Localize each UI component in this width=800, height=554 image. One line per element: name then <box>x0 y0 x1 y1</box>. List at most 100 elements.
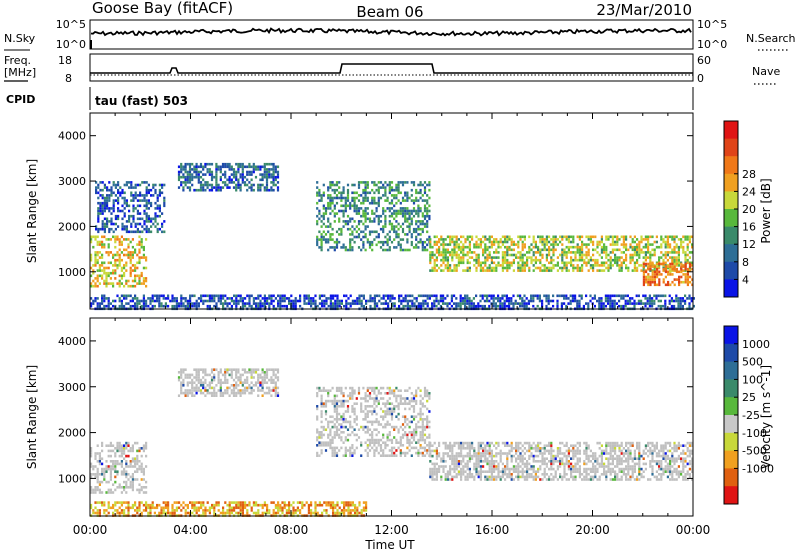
echo-cell <box>431 302 434 305</box>
echo-cell <box>404 191 407 195</box>
echo-cell <box>138 282 141 285</box>
echo-cell <box>261 371 264 374</box>
echo-cell <box>232 186 236 189</box>
echo-cell <box>186 381 189 384</box>
echo-cell <box>633 299 636 303</box>
echo-cell <box>486 258 489 262</box>
echo-cell <box>438 248 441 252</box>
echo-cell <box>571 294 574 298</box>
echo-cell <box>647 245 650 249</box>
echo-cell <box>412 201 416 205</box>
echo-cell <box>285 304 288 308</box>
echo-cell <box>534 251 537 254</box>
echo-cell <box>125 473 128 476</box>
echo-cell <box>364 196 367 200</box>
echo-cell <box>235 302 238 305</box>
echo-cell <box>464 304 467 308</box>
echo-cell <box>435 304 438 308</box>
echo-cell <box>390 240 394 244</box>
echo-cell <box>578 248 581 252</box>
echo-cell <box>681 299 684 303</box>
echo-cell <box>378 294 381 298</box>
echo-cell <box>235 368 238 371</box>
echo-cell <box>560 302 563 305</box>
colorbar-tick-label: 8 <box>742 256 749 269</box>
echo-cell <box>651 275 654 279</box>
echo-cell <box>357 386 361 390</box>
echo-cell <box>213 299 216 303</box>
echo-cell <box>519 266 522 270</box>
echo-cell <box>386 386 389 390</box>
echo-cell <box>528 269 531 272</box>
echo-cell <box>581 269 584 272</box>
echo-cell <box>453 245 456 249</box>
echo-cell <box>664 294 667 298</box>
echo-cell <box>114 240 117 244</box>
echo-cell <box>428 294 431 298</box>
echo-cell <box>268 378 271 382</box>
echo-cell <box>294 299 297 303</box>
echo-cell <box>246 302 249 305</box>
echo-cell <box>512 304 515 308</box>
echo-cell <box>114 261 117 265</box>
echo-cell <box>252 371 255 374</box>
echo-cell <box>592 243 595 246</box>
echo-cell <box>419 196 422 200</box>
echo-cell <box>532 297 535 300</box>
echo-cell <box>107 282 110 285</box>
echo-cell <box>592 269 595 272</box>
echo-cell <box>191 389 194 392</box>
echo-cell <box>691 278 694 281</box>
echo-cell <box>221 181 225 184</box>
echo-cell <box>346 183 350 187</box>
echo-cell <box>270 394 273 397</box>
echo-cell <box>312 299 315 303</box>
echo-cell <box>488 245 491 249</box>
echo-cell <box>101 299 104 303</box>
echo-cell <box>635 294 638 298</box>
echo-cell <box>519 256 522 259</box>
echo-cell <box>379 196 383 200</box>
echo-cell <box>316 407 319 411</box>
echo-cell <box>335 212 339 215</box>
echo-cell <box>554 238 557 241</box>
echo-cell <box>358 294 361 298</box>
echo-cell <box>136 227 139 231</box>
echo-cell <box>375 433 378 437</box>
echo-cell <box>107 297 110 300</box>
colorbar-swatch <box>724 191 738 210</box>
echo-cell <box>204 294 207 298</box>
echo-cell <box>158 207 161 210</box>
echo-cell <box>98 480 101 484</box>
echo-cell <box>177 378 181 382</box>
echo-cell <box>131 251 134 254</box>
echo-cell <box>583 253 586 257</box>
echo-cell <box>399 191 402 195</box>
echo-cell <box>393 405 396 408</box>
echo-cell <box>647 251 650 254</box>
echo-cell <box>92 299 95 303</box>
echo-cell <box>417 386 420 390</box>
echo-cell <box>561 269 564 272</box>
echo-cell <box>508 245 511 249</box>
echo-cell <box>265 168 269 171</box>
echo-cell <box>254 381 258 384</box>
echo-cell <box>346 188 350 192</box>
echo-cell <box>197 302 200 305</box>
echo-cell <box>272 381 275 384</box>
echo-cell <box>691 243 694 246</box>
echo-cell <box>320 449 323 452</box>
echo-cell <box>270 162 273 166</box>
echo-cell <box>351 446 354 450</box>
echo-cell <box>95 225 98 228</box>
echo-cell <box>184 168 187 171</box>
echo-cell <box>664 245 667 249</box>
echo-cell <box>219 378 222 382</box>
echo-cell <box>545 294 548 298</box>
echo-cell <box>117 181 120 184</box>
echo-cell <box>386 399 389 403</box>
echo-cell <box>340 227 343 231</box>
echo-cell <box>666 266 669 270</box>
echo-cell <box>90 488 93 492</box>
